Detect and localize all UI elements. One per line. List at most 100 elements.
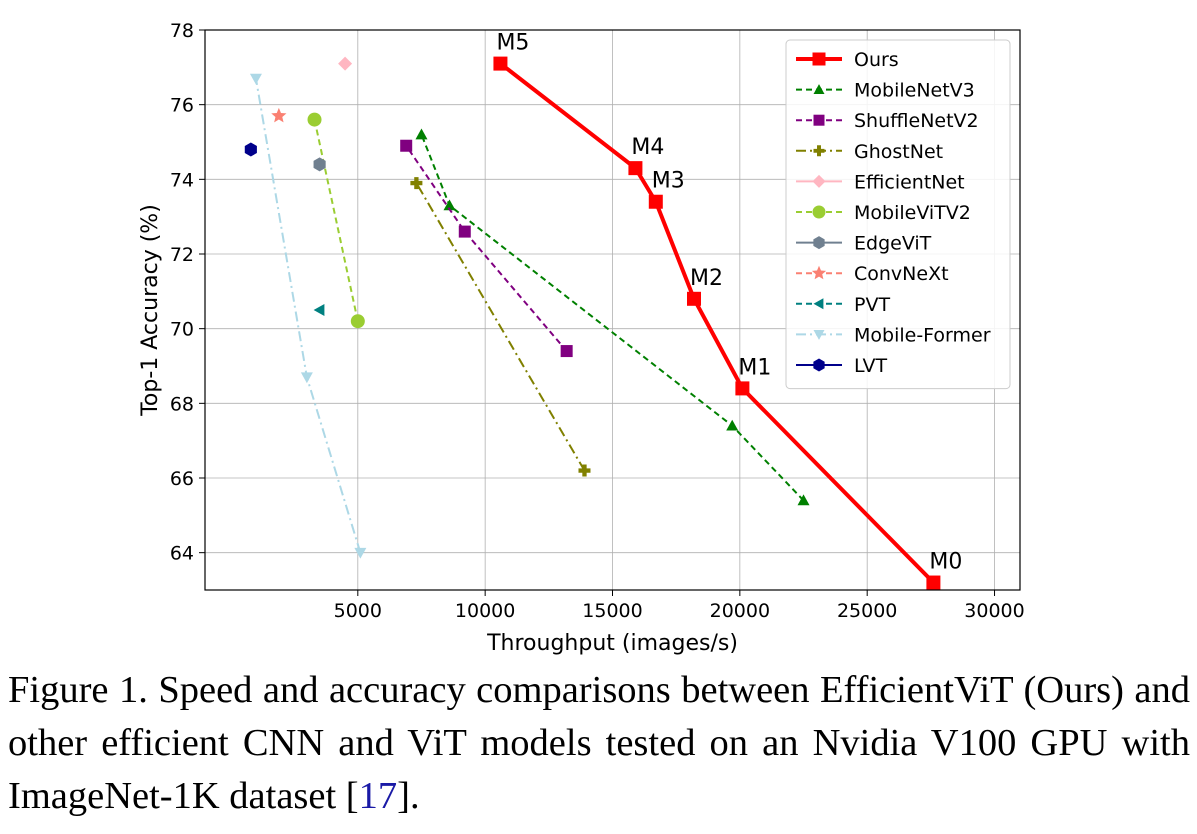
legend-item-edgevit: EdgeViT — [796, 233, 932, 255]
data-point-mobilenetv3 — [797, 494, 810, 506]
legend-label: Mobile-Former — [854, 324, 991, 346]
data-point-ours — [926, 575, 941, 590]
series-efficientnet — [338, 56, 353, 71]
data-point-ours — [735, 381, 750, 396]
caption-tail: ]. — [397, 775, 420, 817]
data-point-ours — [687, 291, 701, 306]
legend-marker — [811, 265, 827, 280]
point-label: M5 — [496, 31, 529, 56]
legend-label: EfficientNet — [854, 171, 965, 193]
data-point-lvt — [244, 142, 257, 157]
y-tick-label: 72 — [170, 244, 194, 266]
legend-marker — [813, 298, 824, 310]
data-point-ours — [648, 194, 663, 209]
data-point-mobile-former — [300, 372, 313, 384]
legend-label: EdgeViT — [854, 233, 932, 255]
legend-label: ShuffleNetV2 — [854, 110, 979, 132]
y-tick-label: 66 — [170, 468, 194, 490]
point-label: M1 — [738, 355, 771, 380]
series-mobilenetv3 — [415, 128, 810, 506]
legend-item-mobilenetv3: MobileNetV3 — [796, 80, 975, 102]
legend-item-pvt: PVT — [796, 294, 890, 316]
legend-marker — [813, 358, 825, 372]
data-point-ghostnet — [410, 177, 423, 190]
data-point-mobilenetv3 — [415, 128, 428, 140]
data-point-convnext — [271, 107, 287, 123]
data-point-mobile-former — [354, 547, 367, 559]
data-point-shufflenetv2 — [560, 345, 573, 358]
series-shufflenetv2 — [400, 139, 573, 358]
speed-accuracy-chart: M0 M1 M2 M3 M4 M5 5000 10000 15000 20000 25000 300… — [138, 20, 1025, 656]
y-tick-label: 68 — [170, 393, 194, 415]
point-label: M2 — [690, 266, 723, 291]
citation-link[interactable]: 17 — [358, 775, 398, 817]
data-point-shufflenetv2 — [458, 225, 471, 238]
point-label: M3 — [652, 169, 685, 194]
legend-label: MobileNetV3 — [854, 80, 975, 102]
legend-marker — [813, 114, 825, 126]
legend-marker — [813, 84, 825, 94]
figure-caption: Figure 1. Speed and accuracy comparisons… — [8, 664, 1190, 823]
data-point-mobilevitv2 — [307, 112, 322, 127]
data-point-ours — [493, 56, 508, 71]
data-point-pvt — [313, 304, 325, 316]
legend-item-convnext: ConvNeXt — [796, 263, 949, 285]
point-label: M0 — [929, 550, 962, 575]
x-tick-label: 30000 — [964, 600, 1024, 622]
legend-item-mobile-former: Mobile-Former — [796, 324, 991, 346]
legend-item-lvt: LVT — [796, 355, 887, 377]
data-point-ours — [628, 161, 643, 176]
series-edgevit — [313, 157, 326, 172]
data-point-ghostnet — [578, 464, 591, 477]
series-line-mobilenetv3 — [420, 134, 805, 502]
legend-item-shufflenetv2: ShuffleNetV2 — [796, 110, 979, 132]
legend-item-ghostnet: GhostNet — [796, 141, 943, 163]
y-tick-label: 70 — [170, 319, 194, 341]
legend-label: MobileViTV2 — [854, 202, 971, 224]
legend-marker — [813, 236, 825, 250]
data-point-edgevit — [313, 157, 326, 172]
y-tick-label: 64 — [170, 543, 194, 565]
legend-label: PVT — [854, 294, 890, 316]
caption-text: Figure 1. Speed and accuracy comparisons… — [8, 669, 1190, 817]
legend: Ours MobileNetV3 ShuffleNetV2 GhostNet Effic… — [785, 39, 1011, 390]
legend-item-ours: Ours — [796, 49, 899, 71]
series-convnext — [271, 107, 287, 123]
series-line-mobile-former — [254, 78, 362, 553]
series-ghostnet — [410, 177, 591, 477]
legend-marker — [812, 174, 826, 188]
legend-box — [785, 39, 1011, 390]
series-line-mobilevitv2 — [313, 119, 359, 322]
x-tick-label: 25000 — [837, 600, 897, 622]
legend-label: LVT — [854, 355, 887, 377]
y-tick-label: 78 — [170, 20, 194, 42]
data-point-mobile-former — [249, 73, 262, 85]
legend-label: GhostNet — [854, 141, 943, 163]
series-mobilevitv2 — [307, 112, 365, 329]
legend-item-mobilevitv2: MobileViTV2 — [796, 202, 971, 224]
plot-series: M0 M1 M2 M3 M4 M5 — [244, 31, 962, 590]
series-pvt — [313, 304, 325, 316]
y-axis-title: Top-1 Accuracy (%) — [138, 204, 163, 417]
data-point-efficientnet — [338, 56, 353, 71]
series-lvt — [244, 142, 257, 157]
point-label: M4 — [631, 135, 664, 160]
legend-marker — [812, 205, 826, 219]
legend-marker — [812, 52, 826, 66]
series-line-ours — [499, 62, 935, 584]
series-line-shufflenetv2 — [405, 145, 568, 352]
data-point-mobilevitv2 — [350, 314, 365, 329]
x-tick-label: 10000 — [455, 600, 515, 622]
y-tick-label: 74 — [170, 169, 194, 191]
data-point-mobilenetv3 — [726, 419, 739, 431]
x-tick-label: 20000 — [710, 600, 770, 622]
legend-item-efficientnet: EfficientNet — [796, 171, 965, 193]
series-line-ghostnet — [415, 182, 586, 472]
series-mobile-former — [249, 73, 367, 559]
axis-ticks: 5000 10000 15000 20000 25000 30000 64 66 68 70 72 7… — [170, 20, 1025, 622]
x-axis-title: Throughput (images/s) — [486, 631, 738, 656]
y-tick-label: 76 — [170, 95, 194, 117]
data-point-shufflenetv2 — [400, 139, 413, 152]
x-tick-label: 15000 — [582, 600, 642, 622]
legend-label: Ours — [854, 49, 899, 71]
